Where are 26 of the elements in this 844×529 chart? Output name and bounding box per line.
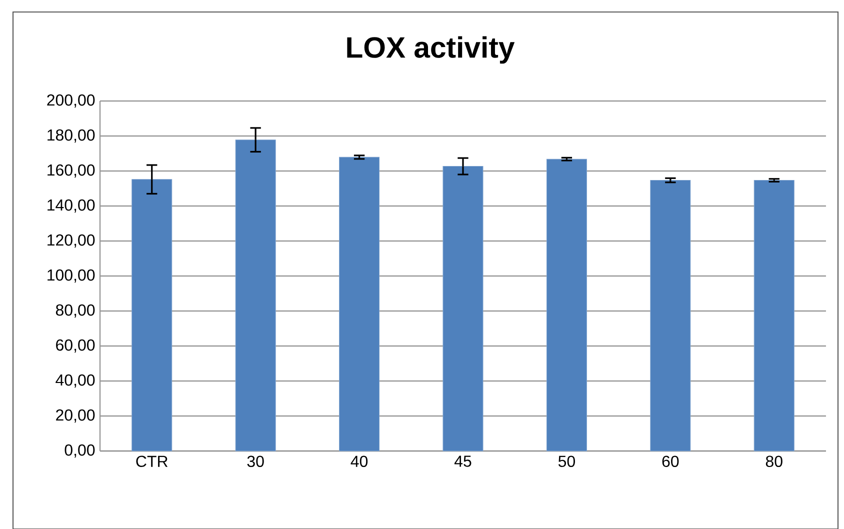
y-tick-label: 140,00 (48, 199, 95, 213)
bar (754, 180, 794, 452)
y-tick-label: 20,00 (56, 409, 95, 423)
x-tick-label: CTR (136, 456, 168, 468)
y-tick-label: 100,00 (48, 269, 95, 283)
y-tick-label: 160,00 (48, 164, 95, 178)
y-tick-label: 60,00 (56, 339, 95, 353)
y-tick-label: 80,00 (56, 304, 95, 318)
bar (650, 180, 691, 452)
x-tick-label: 40 (350, 456, 368, 468)
x-tick-label: 30 (247, 456, 264, 468)
bar (235, 140, 276, 452)
bar (546, 158, 587, 452)
y-tick-label: 40,00 (56, 374, 95, 388)
x-tick-label: 50 (558, 456, 575, 468)
x-tick-label: 45 (454, 456, 472, 467)
bar (339, 156, 380, 452)
y-tick-label: 0,00 (64, 444, 95, 458)
y-tick-label: 180,00 (48, 129, 95, 143)
bar (442, 166, 484, 452)
y-tick-label: 200,00 (47, 94, 95, 108)
chart-title: LOX activity (347, 36, 515, 64)
x-tick-label: 60 (662, 456, 679, 468)
x-tick-label: 80 (766, 456, 782, 468)
bar (132, 179, 172, 452)
y-tick-label: 120,00 (48, 234, 95, 248)
